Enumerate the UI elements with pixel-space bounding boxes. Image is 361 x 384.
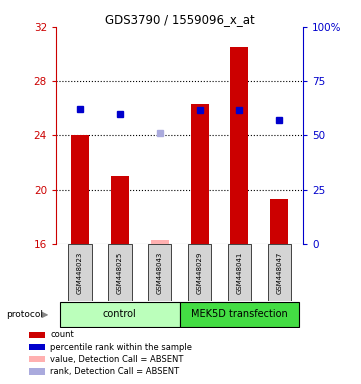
- Bar: [151, 240, 169, 244]
- Text: GSM448023: GSM448023: [77, 252, 83, 294]
- Text: GSM448029: GSM448029: [196, 252, 203, 294]
- Text: MEK5D transfection: MEK5D transfection: [191, 310, 288, 319]
- Title: GDS3790 / 1559096_x_at: GDS3790 / 1559096_x_at: [105, 13, 255, 26]
- Bar: [29, 368, 45, 375]
- FancyBboxPatch shape: [68, 245, 92, 301]
- Text: GSM448047: GSM448047: [276, 252, 282, 294]
- Bar: [230, 47, 248, 244]
- FancyBboxPatch shape: [108, 245, 131, 301]
- Bar: [111, 176, 129, 244]
- Text: control: control: [103, 310, 137, 319]
- Bar: [270, 199, 288, 244]
- Bar: [29, 344, 45, 350]
- Text: count: count: [50, 331, 74, 339]
- Text: GSM448043: GSM448043: [157, 252, 163, 294]
- Text: value, Detection Call = ABSENT: value, Detection Call = ABSENT: [50, 355, 183, 364]
- FancyBboxPatch shape: [180, 302, 299, 327]
- FancyBboxPatch shape: [268, 245, 291, 301]
- Text: percentile rank within the sample: percentile rank within the sample: [50, 343, 192, 351]
- Bar: [71, 136, 89, 244]
- FancyBboxPatch shape: [60, 302, 180, 327]
- Text: protocol: protocol: [6, 310, 43, 319]
- Bar: [29, 331, 45, 338]
- FancyBboxPatch shape: [228, 245, 251, 301]
- FancyBboxPatch shape: [188, 245, 211, 301]
- Bar: [191, 104, 209, 244]
- Text: GSM448025: GSM448025: [117, 252, 123, 294]
- FancyBboxPatch shape: [148, 245, 171, 301]
- Text: rank, Detection Call = ABSENT: rank, Detection Call = ABSENT: [50, 367, 179, 376]
- Bar: [29, 356, 45, 362]
- Text: GSM448041: GSM448041: [236, 252, 243, 294]
